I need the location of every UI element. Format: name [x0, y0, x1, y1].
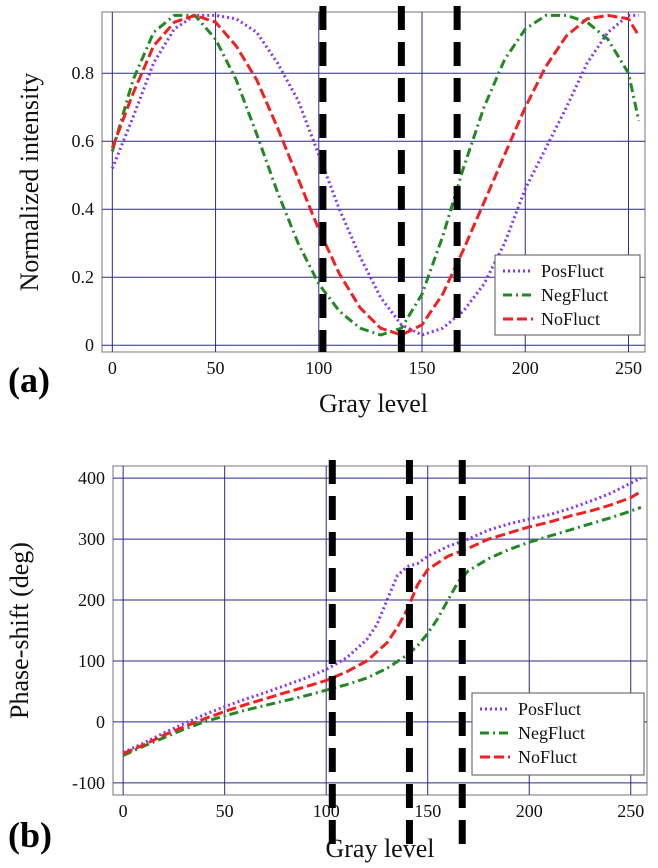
x-tick-label: 150 — [409, 358, 436, 378]
legend-box — [494, 254, 641, 336]
chart-panel-a: 0 50 100 150 200 250 0 0.2 0.4 0.6 0.8 Gray level No… — [8, 6, 646, 418]
y-tick-label: 400 — [78, 468, 105, 488]
legend-label: NegFluct — [541, 285, 608, 305]
panel-label: (b) — [8, 815, 52, 855]
x-tick-label: 250 — [617, 801, 644, 821]
y-tick-label: 100 — [78, 651, 105, 671]
series-line-negfluct — [110, 13, 641, 337]
y-tick-label: 0.4 — [72, 199, 95, 219]
y-axis-label: Phase-shift (deg) — [5, 542, 34, 719]
y-tick-label: 0.2 — [72, 267, 95, 287]
x-tick-label: 50 — [207, 358, 225, 378]
x-tick-label: 150 — [414, 801, 441, 821]
x-tick-label: 250 — [615, 358, 642, 378]
x-tick-label: 50 — [216, 801, 234, 821]
x-tick-label: 100 — [305, 358, 332, 378]
legend: PosFluct NegFluct NoFluct — [471, 692, 645, 776]
x-axis-label: Gray level — [325, 834, 434, 863]
y-tick-label: 0 — [85, 335, 94, 355]
legend-label: PosFluct — [541, 261, 604, 281]
series-line-nofluct — [122, 490, 642, 755]
legend-label: NegFluct — [518, 723, 585, 743]
legend-label: PosFluct — [518, 699, 581, 719]
y-tick-label: 200 — [78, 590, 105, 610]
panel-label: (a) — [8, 360, 50, 400]
x-axis-label: Gray level — [319, 389, 428, 418]
y-tick-label: -100 — [72, 773, 105, 793]
legend-label: NoFluct — [518, 747, 577, 767]
y-tick-label: 0.8 — [72, 63, 95, 83]
x-tick-label: 0 — [119, 801, 128, 821]
x-tick-label: 200 — [512, 358, 539, 378]
legend-label: NoFluct — [541, 309, 600, 329]
y-tick-label: 300 — [78, 529, 105, 549]
series-line-nofluct — [110, 13, 641, 337]
y-axis-label: Normalized intensity — [15, 73, 44, 292]
series-line-posfluct — [122, 476, 642, 754]
x-tick-label: 0 — [108, 358, 117, 378]
legend: PosFluct NegFluct NoFluct — [494, 254, 641, 336]
y-tick-label: 0 — [96, 712, 105, 732]
x-tick-label: 200 — [516, 801, 543, 821]
y-tick-label: 0.6 — [72, 131, 95, 151]
